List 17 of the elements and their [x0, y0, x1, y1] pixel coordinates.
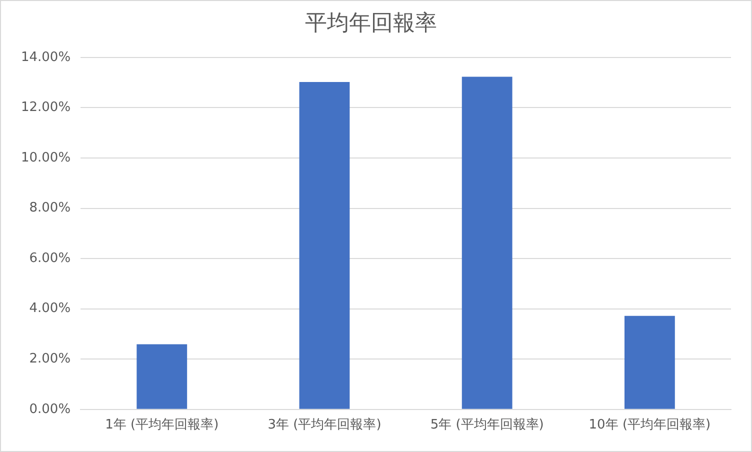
bar — [136, 344, 188, 409]
y-tick-label: 12.00% — [20, 100, 71, 116]
x-tick-label: 1年 (平均年回報率) — [105, 416, 219, 433]
bar — [624, 316, 675, 409]
x-tick-label: 10年 (平均年回報率) — [588, 416, 711, 433]
y-tick-label: 0.00% — [29, 402, 71, 417]
y-tick-label: 6.00% — [29, 250, 71, 266]
bar — [462, 76, 512, 409]
x-tick-label: 5年 (平均年回報率) — [430, 416, 544, 433]
x-tick-label: 3年 (平均年回報率) — [268, 416, 382, 433]
bar — [299, 82, 350, 409]
chart-title: 平均年回報率 — [305, 10, 437, 36]
y-tick-label: 4.00% — [29, 301, 71, 316]
y-tick-label: 2.00% — [29, 351, 71, 366]
y-tick-label: 8.00% — [29, 200, 71, 216]
y-tick-label: 10.00% — [20, 150, 71, 166]
y-tick-label: 14.00% — [20, 50, 71, 65]
